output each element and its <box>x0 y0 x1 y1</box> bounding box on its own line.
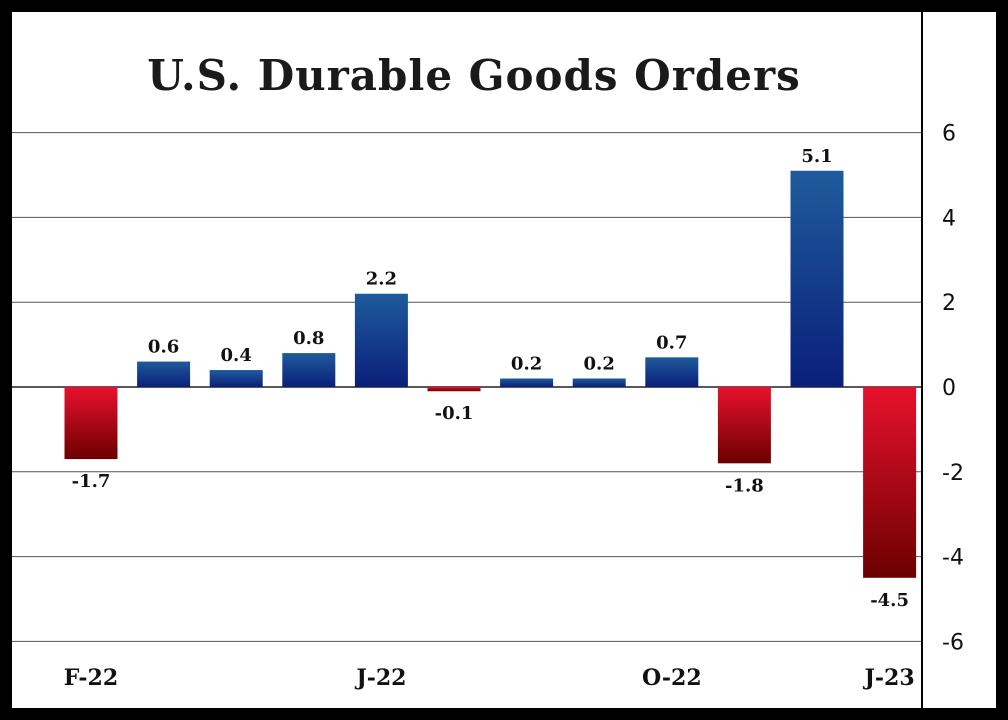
data-labels: -1.7 0.6 0.4 0.8 2.2 -0.1 0.2 0.2 0.7 -1.8 5.1 -4.5 <box>72 146 909 611</box>
chart-frame: U.S. Durable Goods Orders -1.7 0.6 0.4 0.8 2… <box>12 12 996 708</box>
bar <box>282 353 336 387</box>
bar <box>500 378 554 387</box>
y-tick-label: -6 <box>942 630 964 655</box>
durable-goods-chart: U.S. Durable Goods Orders -1.7 0.6 0.4 0.8 2… <box>12 12 964 708</box>
y-tick-label: 0 <box>942 376 956 401</box>
y-tick-label: 2 <box>942 291 956 316</box>
x-axis-ticks: F-22 J-22 O-22 J-23 <box>64 665 915 691</box>
data-label: 0.4 <box>221 345 252 366</box>
data-label: -1.8 <box>725 475 764 496</box>
bar <box>645 357 699 387</box>
data-label: 0.2 <box>511 354 542 375</box>
bar <box>64 387 118 460</box>
bar <box>863 387 917 578</box>
data-label: 0.8 <box>293 328 324 349</box>
y-tick-label: -2 <box>942 461 964 486</box>
x-tick-label: O-22 <box>642 665 702 691</box>
data-label: -4.5 <box>870 590 909 611</box>
x-tick-label: J-23 <box>863 665 915 691</box>
data-label: -1.7 <box>72 471 111 492</box>
data-label: 5.1 <box>801 146 832 167</box>
x-tick-label: F-22 <box>64 665 118 691</box>
bars <box>64 170 917 578</box>
bar <box>572 378 626 387</box>
data-label: 2.2 <box>366 269 397 290</box>
y-tick-label: 6 <box>942 122 956 147</box>
x-tick-label: J-22 <box>354 665 406 691</box>
bar <box>717 387 771 464</box>
bar <box>790 170 844 387</box>
y-tick-label: 4 <box>942 206 956 231</box>
bar <box>137 361 191 387</box>
data-label: -0.1 <box>435 403 474 424</box>
data-label: 0.7 <box>656 332 687 353</box>
bar <box>427 387 481 392</box>
bar <box>354 293 408 387</box>
bar <box>209 370 263 387</box>
chart-title: U.S. Durable Goods Orders <box>147 51 801 100</box>
data-label: 0.2 <box>584 354 615 375</box>
data-label: 0.6 <box>148 337 179 358</box>
y-axis-ticks: 6 4 2 0 -2 -4 -6 <box>942 122 964 656</box>
y-tick-label: -4 <box>942 546 964 571</box>
